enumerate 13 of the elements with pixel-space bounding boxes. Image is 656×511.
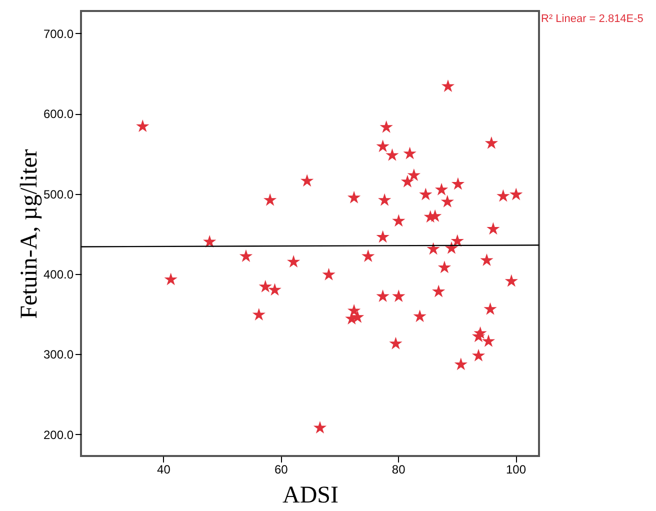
y-tick-label: 500.0 (43, 187, 74, 202)
y-tick-label: 700.0 (43, 26, 74, 41)
x-tick-label: 40 (157, 462, 171, 476)
text: R² Linear = 2.814E-5 (541, 13, 644, 25)
x-tick-label: 100 (506, 462, 526, 476)
x-tick-label: 60 (274, 462, 288, 476)
y-tick-label: 300.0 (43, 348, 74, 362)
x-tick-label: 80 (392, 462, 406, 476)
x-axis-title: ADSI (282, 482, 339, 508)
y-tick-label: 200.0 (43, 428, 74, 442)
y-tick-label: 600.0 (43, 107, 74, 122)
y-axis-title: Fetuin-A, µg/liter (16, 149, 42, 319)
y-tick-label: 400.0 (43, 267, 74, 282)
